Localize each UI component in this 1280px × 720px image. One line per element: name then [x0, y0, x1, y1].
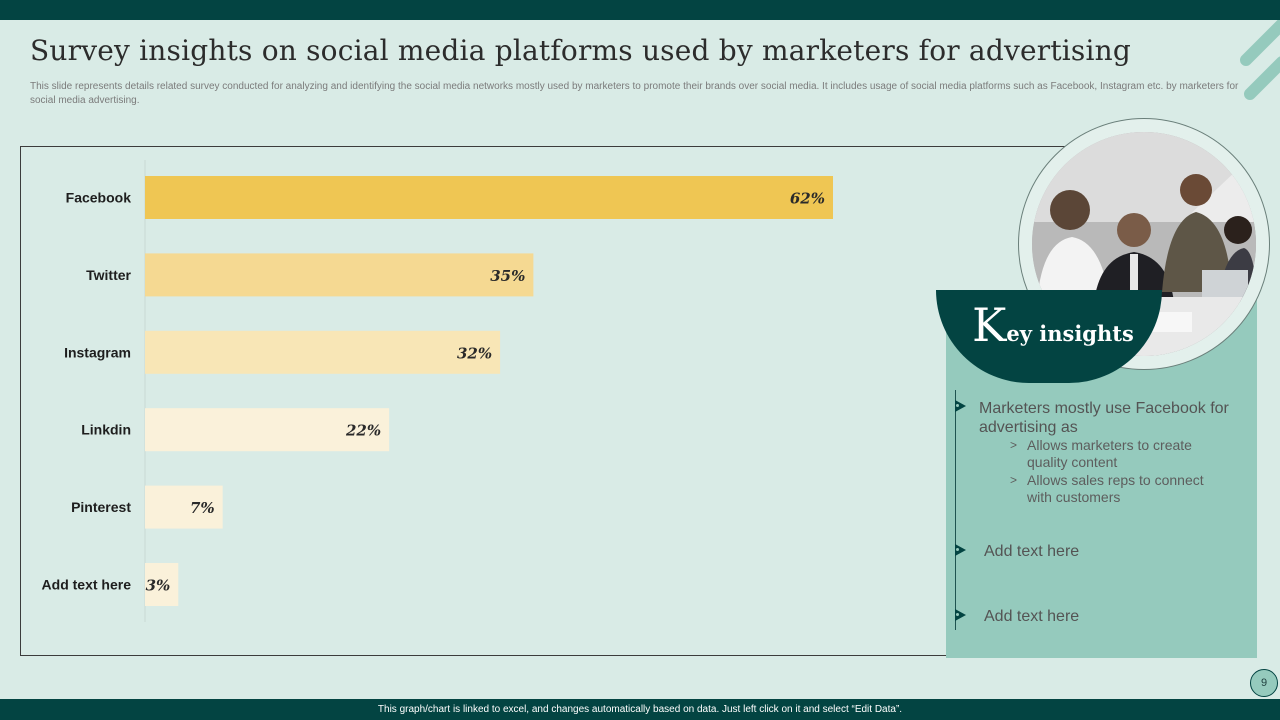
arrow-bullet-icon [955, 400, 966, 412]
chart-value-label: 35% [490, 267, 525, 285]
sub-bullet-chevron: > [1010, 438, 1018, 452]
chart-value-label: 3% [146, 577, 171, 595]
chart-bar[interactable] [145, 176, 833, 219]
chart-value-label: 7% [190, 499, 215, 517]
corner-decoration [1240, 20, 1280, 100]
chart-value-label: 62% [790, 190, 825, 208]
slide-title: Survey insights on social media platform… [30, 34, 1132, 67]
page-number: 9 [1250, 669, 1278, 697]
key-insights-title: Key insights [972, 298, 1134, 352]
insight-subitem-1: Allows marketers to create quality conte… [1027, 437, 1192, 470]
chart-bar[interactable] [145, 485, 223, 529]
arrow-bullet-icon [955, 609, 966, 621]
insight-item-2: Add text here [984, 543, 1080, 560]
chart-value-label: 22% [345, 422, 381, 440]
chart-category-label: Linkdin [81, 422, 131, 438]
chart-bar[interactable] [145, 330, 501, 374]
bullet-dot [956, 404, 959, 407]
chart-bar[interactable] [145, 408, 390, 452]
bullet-dot [956, 613, 959, 616]
chart-category-label: Twitter [86, 267, 131, 283]
top-bar [0, 0, 1280, 20]
bar-chart[interactable]: Facebook 62% Twitter 35% Instagram 32% Linkdin… [20, 146, 1080, 656]
chart-bar[interactable] [145, 563, 179, 606]
insight-item-1: Marketers mostly use Facebook for advert… [979, 400, 1229, 436]
chart-category-label: Facebook [66, 190, 132, 206]
timeline-line [955, 390, 956, 630]
key-insights-initial: K [972, 298, 1007, 352]
chart-value-label: 32% [457, 344, 492, 362]
arrow-bullet-icon [955, 544, 966, 556]
slide-subtitle: This slide represents details related su… [30, 81, 1239, 106]
chart-category-label: Pinterest [71, 499, 131, 515]
chart-category-label: Instagram [64, 344, 131, 360]
insight-item-3: Add text here [984, 608, 1080, 625]
sub-bullet-chevron: > [1010, 473, 1018, 487]
chart-bar[interactable] [145, 253, 534, 297]
insight-subitem-2: Allows sales reps to connect with custom… [1027, 472, 1204, 505]
bullet-dot [956, 548, 959, 551]
footer-note: This graph/chart is linked to excel, and… [0, 699, 1280, 720]
key-insights-title-rest: ey insights [1006, 321, 1134, 346]
chart-category-label: Add text here [42, 577, 132, 593]
